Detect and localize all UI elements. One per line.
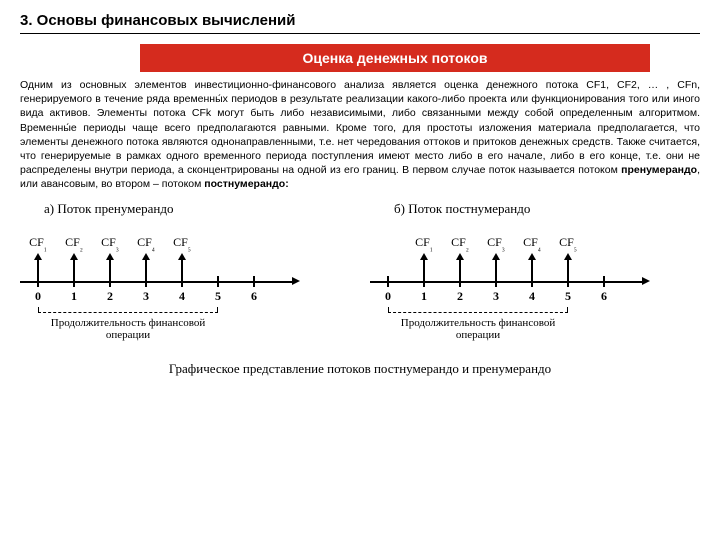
cf-label [370,235,406,251]
arrow-up-icon [106,253,114,260]
axis-number: 1 [406,289,442,304]
figure-caption: Графическое представление потоков постну… [20,361,700,377]
cf-label: CF₅ [550,235,586,251]
tick-mark [495,276,497,287]
axis-number: 6 [236,289,272,304]
tick-mark [387,276,389,287]
cf-label: CF₁ [20,235,56,251]
arrow-up-icon [142,253,150,260]
axis-number: 5 [200,289,236,304]
cf-label: CF₂ [56,235,92,251]
duration-bracket [38,307,218,313]
panel-a-axis: CF₁CF₂CF₃CF₄CF₅ 0123456 Продолжительность … [20,235,350,345]
axis-number: 2 [442,289,478,304]
axis-number: 3 [478,289,514,304]
axis-number: 3 [128,289,164,304]
arrow-up-icon [420,253,428,260]
axis-number: 0 [20,289,56,304]
axis-number: 2 [92,289,128,304]
cf-label: CF₄ [514,235,550,251]
duration-bracket [388,307,568,313]
cf-label: CF₃ [92,235,128,251]
body-paragraph: Одним из основных элементов инвестиционн… [20,78,700,191]
panel-b-axis: CF₁CF₂CF₃CF₄CF₅ 0123456 Продолжительность … [370,235,700,345]
tick-mark [423,276,425,287]
cf-label [200,235,236,251]
axis-number: 6 [586,289,622,304]
axis-number: 0 [370,289,406,304]
cf-label: CF₁ [406,235,442,251]
panel-a-title: а) Поток пренумерандо [44,201,350,217]
section-banner: Оценка денежных потоков [140,44,650,72]
tick-mark [567,276,569,287]
arrow-up-icon [34,253,42,260]
cf-label [586,235,622,251]
cf-label: CF₃ [478,235,514,251]
tick-mark [109,276,111,287]
arrow-up-icon [456,253,464,260]
arrow-up-icon [178,253,186,260]
tick-mark [253,276,255,287]
bracket-label: Продолжительность финансовойоперации [388,317,568,341]
axis-number: 5 [550,289,586,304]
arrow-up-icon [528,253,536,260]
axis-number: 4 [514,289,550,304]
tick-mark [531,276,533,287]
arrow-up-icon [70,253,78,260]
axis-number: 4 [164,289,200,304]
cf-label: CF₄ [128,235,164,251]
cf-label [236,235,272,251]
arrow-up-icon [564,253,572,260]
tick-mark [217,276,219,287]
cf-label: CF₂ [442,235,478,251]
panel-prenumerando: а) Поток пренумерандо CF₁CF₂CF₃CF₄CF₅ 012… [20,201,350,345]
panel-b-title: б) Поток постнумерандо [394,201,700,217]
tick-mark [37,276,39,287]
tick-mark [73,276,75,287]
tick-mark [603,276,605,287]
arrow-up-icon [492,253,500,260]
page-title: 3. Основы финансовых вычислений [20,12,700,34]
axis-number: 1 [56,289,92,304]
cf-label: CF₅ [164,235,200,251]
panel-postnumerando: б) Поток постнумерандо CF₁CF₂CF₃CF₄CF₅ 01… [370,201,700,345]
bracket-label: Продолжительность финансовойоперации [38,317,218,341]
diagrams-container: а) Поток пренумерандо CF₁CF₂CF₃CF₄CF₅012… [20,201,700,345]
tick-mark [145,276,147,287]
tick-mark [459,276,461,287]
tick-mark [181,276,183,287]
